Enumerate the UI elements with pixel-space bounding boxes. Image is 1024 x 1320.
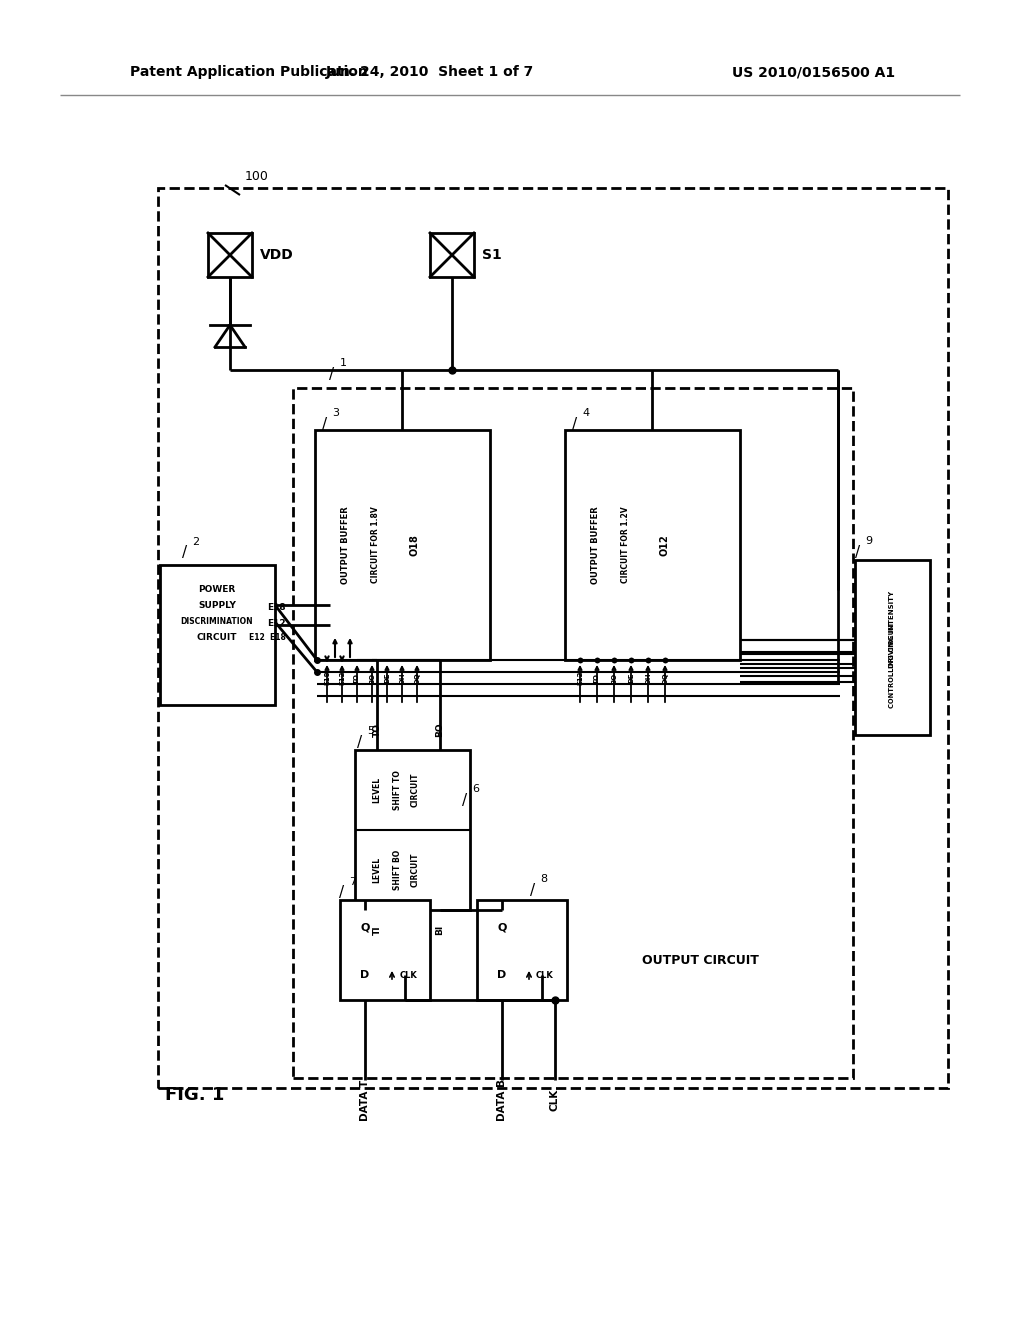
Bar <box>430 234 474 277</box>
Text: OUTPUT BUFFER: OUTPUT BUFFER <box>341 506 349 583</box>
Text: O12: O12 <box>660 535 670 556</box>
Text: BO: BO <box>435 722 444 738</box>
Text: E18: E18 <box>324 671 330 685</box>
Text: Q: Q <box>498 923 507 933</box>
Text: /: / <box>463 792 468 808</box>
Text: BI: BI <box>435 925 444 935</box>
Text: BO: BO <box>611 672 617 684</box>
Text: DE: DE <box>628 673 634 684</box>
Text: /: / <box>339 886 344 900</box>
Text: 2: 2 <box>193 537 199 546</box>
Text: O18: O18 <box>410 535 420 556</box>
Text: US 2010/0156500 A1: US 2010/0156500 A1 <box>732 65 895 79</box>
Text: OUTPUT CIRCUIT: OUTPUT CIRCUIT <box>642 953 759 966</box>
Text: VDD: VDD <box>260 248 294 261</box>
Text: E12: E12 <box>339 671 345 685</box>
Text: DE: DE <box>384 673 390 684</box>
Text: POWER: POWER <box>199 585 236 594</box>
Text: DISCRIMINATION: DISCRIMINATION <box>180 616 253 626</box>
Text: E12: E12 <box>577 671 583 685</box>
Text: S1: S1 <box>482 248 502 261</box>
Text: OUTPUT BUFFER: OUTPUT BUFFER <box>591 506 599 583</box>
Text: 7: 7 <box>349 876 356 887</box>
Bar <box>158 187 948 1088</box>
Text: CONTROLLING CIRCUIT: CONTROLLING CIRCUIT <box>889 622 895 708</box>
Text: LEVEL: LEVEL <box>373 857 382 883</box>
Bar <box>293 388 853 1078</box>
Text: LEVEL: LEVEL <box>373 777 382 803</box>
Text: /: / <box>357 734 362 750</box>
Text: 100: 100 <box>245 170 269 183</box>
Text: CIRCUIT: CIRCUIT <box>411 853 420 887</box>
Bar <box>355 750 470 909</box>
Text: E12  E18: E12 E18 <box>249 634 286 643</box>
Text: Jun. 24, 2010  Sheet 1 of 7: Jun. 24, 2010 Sheet 1 of 7 <box>326 65 535 79</box>
Text: SHIFT BO: SHIFT BO <box>392 850 401 890</box>
Text: DH: DH <box>399 672 406 684</box>
Text: CIRCUIT: CIRCUIT <box>411 772 420 808</box>
Text: 9: 9 <box>865 536 872 546</box>
Text: 3: 3 <box>332 408 339 418</box>
Bar <box>477 900 567 1001</box>
Text: DATA B: DATA B <box>497 1078 507 1121</box>
Text: 5: 5 <box>367 726 374 737</box>
Text: SUPPLY: SUPPLY <box>198 601 236 610</box>
Bar <box>160 565 275 705</box>
Text: CIRCUIT FOR 1.8V: CIRCUIT FOR 1.8V <box>371 507 380 583</box>
Text: BO: BO <box>369 672 375 684</box>
Bar <box>855 560 930 735</box>
Text: /: / <box>572 417 578 432</box>
Text: CLK: CLK <box>537 970 554 979</box>
Bar <box>565 430 740 660</box>
Text: Q: Q <box>360 923 370 933</box>
Text: D: D <box>360 970 370 979</box>
Text: D: D <box>498 970 507 979</box>
Text: E18: E18 <box>267 602 286 611</box>
Text: DQ: DQ <box>662 672 668 684</box>
Text: CIRCUIT FOR 1.2V: CIRCUIT FOR 1.2V <box>621 507 630 583</box>
Text: 1: 1 <box>340 358 347 368</box>
Text: DH: DH <box>645 672 651 684</box>
Bar <box>340 900 430 1001</box>
Text: /: / <box>323 417 328 432</box>
Text: TI: TI <box>373 925 382 935</box>
Text: 4: 4 <box>582 408 589 418</box>
Text: /: / <box>330 367 335 383</box>
Text: CLK: CLK <box>550 1089 560 1111</box>
Text: DRIVING INTENSITY: DRIVING INTENSITY <box>889 590 895 668</box>
Text: 6: 6 <box>472 784 479 795</box>
Text: DATA T: DATA T <box>360 1080 370 1121</box>
Text: 8: 8 <box>540 874 547 884</box>
Text: CLK: CLK <box>399 970 417 979</box>
Text: TO: TO <box>373 723 382 737</box>
Text: TO: TO <box>594 672 600 684</box>
Text: SHIFT TO: SHIFT TO <box>392 770 401 810</box>
Text: /: / <box>855 544 860 560</box>
Text: E12: E12 <box>267 619 286 627</box>
Text: FIG. 1: FIG. 1 <box>165 1086 224 1104</box>
Text: DQ: DQ <box>414 672 420 684</box>
Text: Patent Application Publication: Patent Application Publication <box>130 65 368 79</box>
Bar <box>208 234 252 277</box>
Text: /: / <box>530 883 536 898</box>
Text: /: / <box>182 545 187 561</box>
Text: CIRCUIT: CIRCUIT <box>197 632 238 642</box>
Bar <box>315 430 490 660</box>
Text: TO: TO <box>354 672 360 684</box>
